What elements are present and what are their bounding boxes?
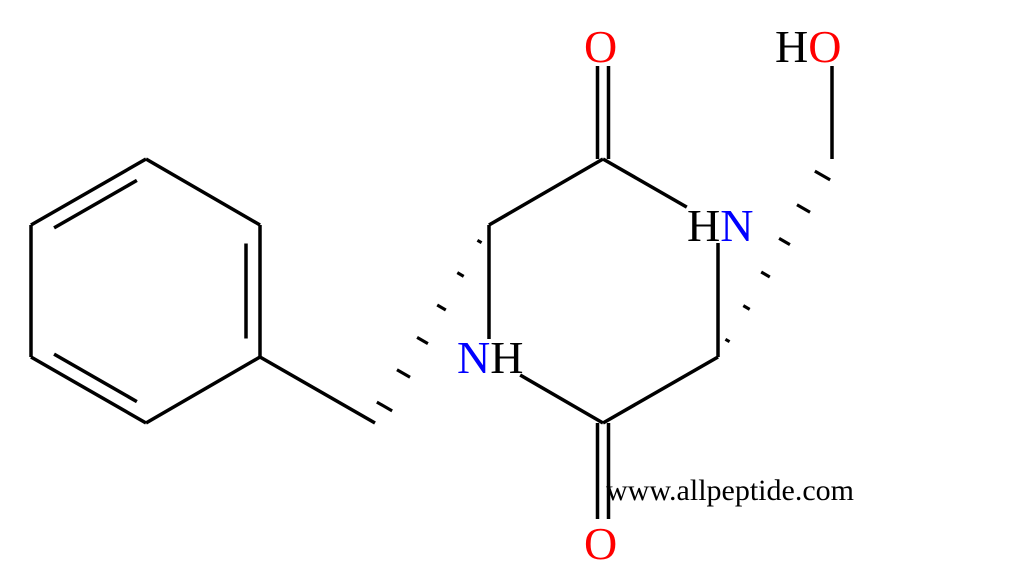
- atom-label-O_bot: O: [584, 518, 617, 569]
- molecule-diagram: NH HN O O HO www.allpeptide.com: [0, 0, 1031, 581]
- atom-label-r_N5: HN: [687, 200, 753, 251]
- watermark-text: www.allpeptide.com: [606, 474, 854, 507]
- bond-layer: [31, 66, 832, 519]
- atom-label-OH: HO: [775, 21, 841, 72]
- atom-label-O_top: O: [584, 21, 617, 72]
- atom-label-r_N2: NH: [457, 332, 523, 383]
